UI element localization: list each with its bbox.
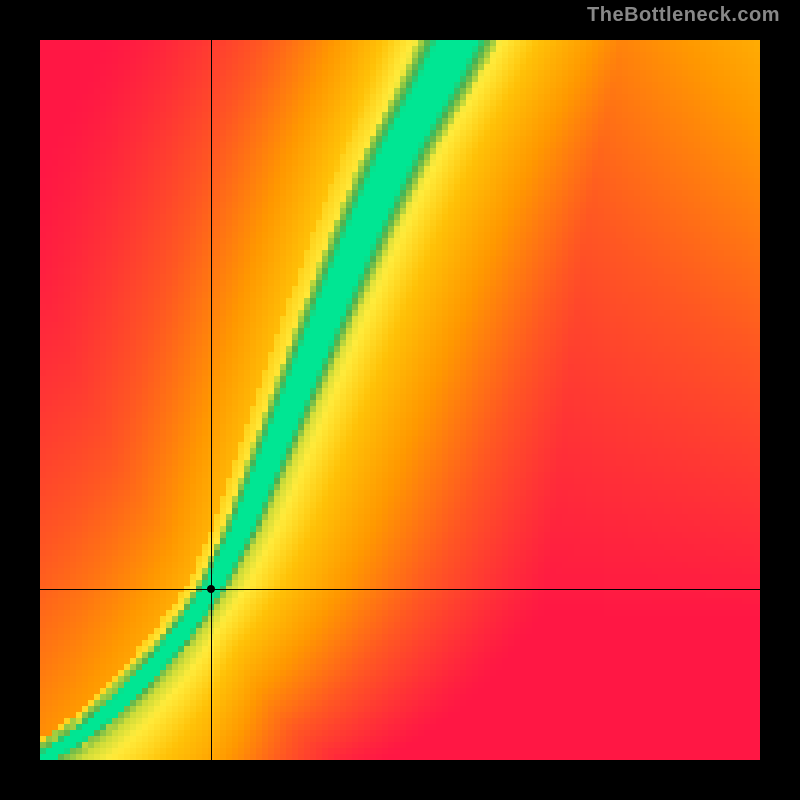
watermark-text: TheBottleneck.com — [587, 4, 780, 27]
crosshair-dot — [207, 585, 215, 593]
crosshair-horizontal — [40, 589, 760, 590]
heatmap-plot — [40, 40, 760, 760]
heatmap-canvas — [40, 40, 760, 760]
crosshair-vertical — [211, 40, 212, 760]
